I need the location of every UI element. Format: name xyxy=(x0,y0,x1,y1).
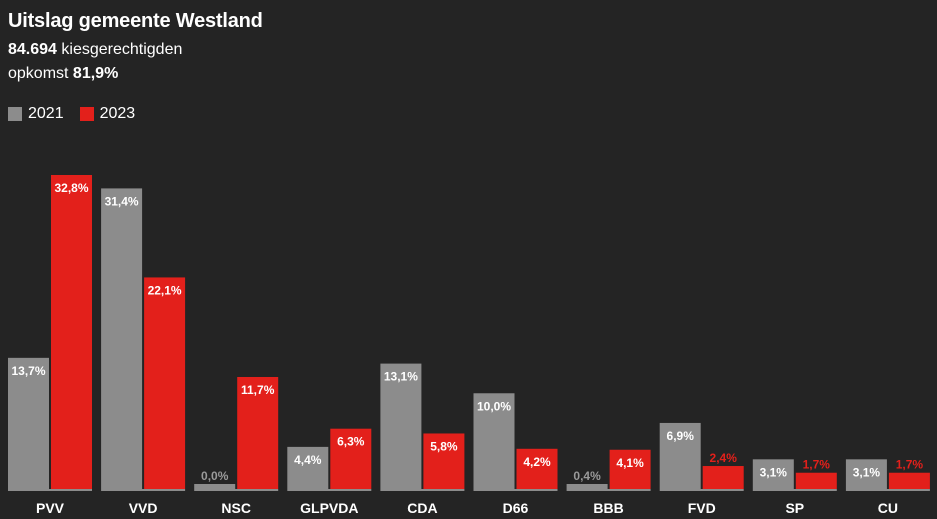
turnout-value: 81,9% xyxy=(72,65,119,82)
baseline-bbb xyxy=(566,489,651,491)
bar-group-bbb: 0,4% 4,1% BBB xyxy=(566,449,651,516)
bar-group-d66: 10,0% 4,2% D66 xyxy=(473,393,558,516)
data-label-vvd-2023: 22,1% xyxy=(148,283,182,297)
bar-cu-2023 xyxy=(888,472,930,489)
bar-group-nsc: 0,0% 11,7% NSC xyxy=(194,376,279,516)
data-label-vvd-2021: 31,4% xyxy=(105,194,139,208)
bar-cda-2021 xyxy=(380,363,422,489)
data-label-glpvda-2021: 4,4% xyxy=(294,453,322,467)
category-label-nsc: NSC xyxy=(221,500,251,516)
category-label-fvd: FVD xyxy=(688,500,716,516)
baseline-glpvda xyxy=(287,489,372,491)
legend-label-2021: 2021 xyxy=(28,105,64,122)
bar-fvd-2023 xyxy=(702,466,744,489)
voters-line: 84.694 kiesgerechtigden xyxy=(8,41,182,59)
category-label-cu: CU xyxy=(878,500,898,516)
bar-vvd-2023 xyxy=(144,277,186,489)
turnout-line: opkomst 81,9% xyxy=(8,65,118,83)
baseline-fvd xyxy=(659,489,744,491)
bar-vvd-2021 xyxy=(101,188,143,489)
voters-count: 84.694 xyxy=(8,41,57,58)
bar-group-cda: 13,1% 5,8% CDA xyxy=(380,363,465,516)
data-label-d66-2023: 4,2% xyxy=(523,455,551,469)
category-label-vvd: VVD xyxy=(129,500,158,516)
category-label-bbb: BBB xyxy=(593,500,623,516)
bar-group-fvd: 6,9% 2,4% FVD xyxy=(659,422,744,516)
baseline-d66 xyxy=(473,489,558,491)
bar-sp-2021 xyxy=(752,459,794,489)
data-label-bbb-2023: 4,1% xyxy=(616,456,644,470)
turnout-label: opkomst xyxy=(8,65,69,82)
legend-swatch-2023 xyxy=(79,107,94,121)
data-label-nsc-2021: 0,0% xyxy=(201,469,229,483)
category-label-pvv: PVV xyxy=(36,500,65,516)
legend-item-2021: 2021 xyxy=(8,105,64,123)
baseline-vvd xyxy=(101,489,186,491)
data-label-fvd-2023: 2,4% xyxy=(710,451,738,465)
legend-swatch-2021 xyxy=(8,107,22,121)
baseline-sp xyxy=(752,489,837,491)
data-label-sp-2023: 1,7% xyxy=(803,458,831,472)
bar-cda-2023 xyxy=(423,433,465,489)
category-label-cda: CDA xyxy=(407,500,437,516)
chart-title: Uitslag gemeente Westland xyxy=(8,10,263,32)
voters-label: kiesgerechtigden xyxy=(61,41,183,58)
data-label-fvd-2021: 6,9% xyxy=(667,429,695,443)
bar-fvd-2021 xyxy=(659,422,701,489)
data-label-pvv-2021: 13,7% xyxy=(11,364,45,378)
bar-sp-2023 xyxy=(795,472,837,489)
data-label-glpvda-2023: 6,3% xyxy=(337,435,365,449)
legend-label-2023: 2023 xyxy=(99,105,136,122)
data-label-cu-2023: 1,7% xyxy=(896,458,924,472)
baseline-pvv xyxy=(8,489,92,491)
bar-glpvda-2021 xyxy=(287,446,329,489)
bar-group-vvd: 31,4% 22,1% VVD xyxy=(101,188,186,516)
bar-group-glpvda: 4,4% 6,3% GLPVDA xyxy=(287,428,372,516)
data-label-pvv-2023: 32,8% xyxy=(54,181,88,195)
bar-pvv-2023 xyxy=(51,175,92,489)
data-label-d66-2021: 10,0% xyxy=(477,399,511,413)
bar-nsc-2021 xyxy=(194,484,236,489)
category-label-d66: D66 xyxy=(503,500,529,516)
data-label-bbb-2021: 0,4% xyxy=(573,469,601,483)
bar-d66-2023 xyxy=(516,448,558,489)
data-label-sp-2021: 3,1% xyxy=(760,465,788,479)
bar-pvv-2021 xyxy=(8,357,49,489)
baseline-cda xyxy=(380,489,465,491)
data-label-cda-2023: 5,8% xyxy=(430,439,458,453)
data-label-cda-2021: 13,1% xyxy=(384,370,418,384)
data-label-cu-2021: 3,1% xyxy=(853,465,881,479)
bar-cu-2021 xyxy=(845,459,887,489)
data-label-nsc-2023: 11,7% xyxy=(241,383,275,397)
baseline-nsc xyxy=(194,489,279,491)
bar-d66-2021 xyxy=(473,393,515,489)
bar-group-sp: 3,1% 1,7% SP xyxy=(752,458,837,516)
baseline-cu xyxy=(845,489,930,491)
legend: 2021 2023 xyxy=(8,105,151,123)
category-label-sp: SP xyxy=(785,500,804,516)
bar-group-pvv: 13,7% 32,8% PVV xyxy=(8,175,92,516)
category-label-glpvda: GLPVDA xyxy=(300,500,358,516)
bar-group-cu: 3,1% 1,7% CU xyxy=(845,458,930,516)
bar-bbb-2021 xyxy=(566,484,608,489)
bar-nsc-2023 xyxy=(237,376,279,489)
legend-item-2023: 2023 xyxy=(79,105,136,123)
bar-glpvda-2023 xyxy=(330,428,372,489)
bar-bbb-2023 xyxy=(609,449,651,489)
